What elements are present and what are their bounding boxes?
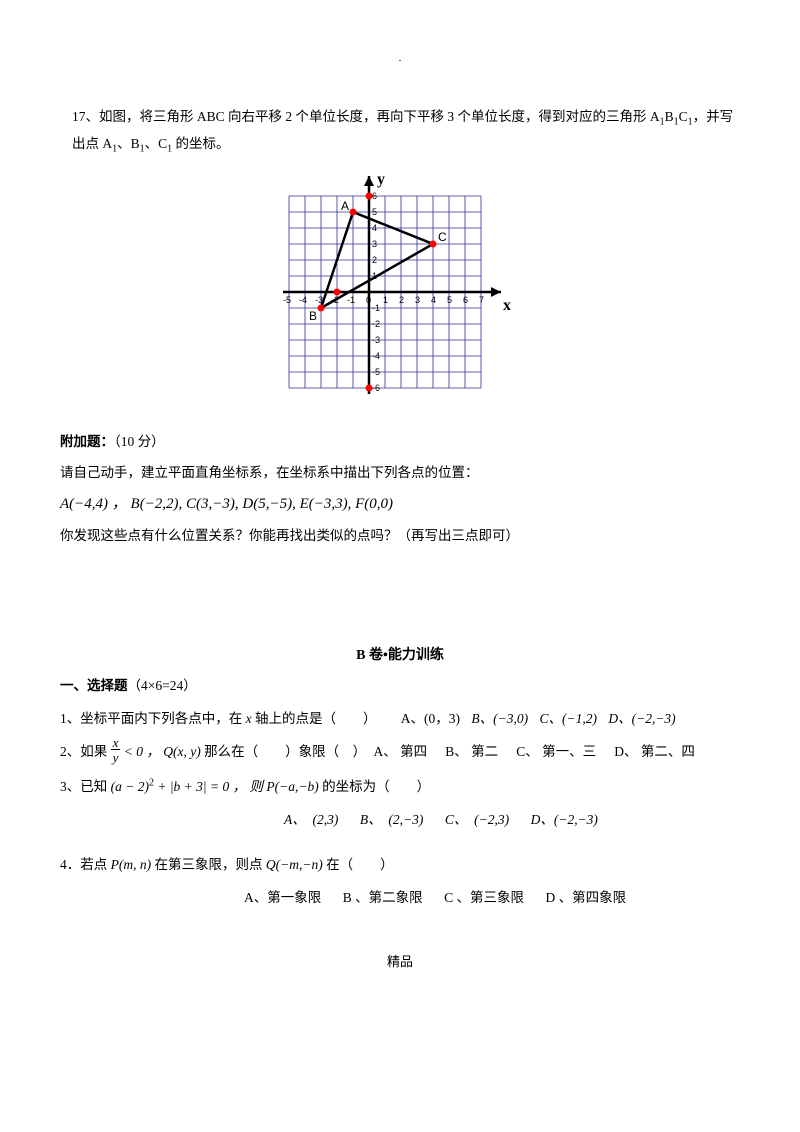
svg-text:5: 5 xyxy=(447,295,452,305)
b3-plus: + |b + 3| = 0 ， 则 xyxy=(154,779,266,794)
b3-opts: A、 (2,3) B、 (2,−3) C、 (−2,3) D、(−2,−3) xyxy=(60,806,740,833)
b2-lt: < 0 ， xyxy=(120,744,163,759)
b-section-title: B 卷•能力训练 xyxy=(60,644,740,664)
svg-text:-1: -1 xyxy=(347,295,355,305)
b3-expr: (a − 2) xyxy=(111,779,149,794)
b1-optB: B、(−3,0) xyxy=(471,711,528,726)
bonus-title-row: 附加题：（10 分） xyxy=(60,430,740,454)
svg-text:y: y xyxy=(377,171,385,188)
q17-graph: xy-5-4-3-2-101234567-6-5-4-3-2-1123456AB… xyxy=(60,166,740,418)
b3-optB: B、 (2,−3) xyxy=(360,812,423,827)
b1-optC: C、(−1,2) xyxy=(539,711,596,726)
svg-text:-5: -5 xyxy=(372,367,380,377)
b1: 1、坐标平面内下列各点中，在 x 轴上的点是（ ） A、(0，3) B、(−3,… xyxy=(60,705,740,732)
svg-text:1: 1 xyxy=(383,295,388,305)
svg-text:6: 6 xyxy=(372,191,377,201)
svg-text:7: 7 xyxy=(479,295,484,305)
b1-b: 轴上的点是（ ） xyxy=(252,711,377,726)
b4-optB: B 、第二象限 xyxy=(343,890,423,905)
coordinate-plane-svg: xy-5-4-3-2-101234567-6-5-4-3-2-1123456AB… xyxy=(259,166,541,418)
svg-text:3: 3 xyxy=(372,239,377,249)
b3: 3、已知 (a − 2)2 + |b + 3| = 0 ， 则 P(−a,−b)… xyxy=(60,773,740,800)
q17-m2: C xyxy=(679,109,688,124)
b2: 2、如果 xy < 0 ， Q(x, y) 那么在（ ）象限（ ） A、 第四 … xyxy=(60,738,740,768)
b4-optD: D 、第四象限 xyxy=(546,890,627,905)
b3-optD: D、(−2,−3) xyxy=(531,812,598,827)
q17-a: 17、如图，将三角形 ABC 向右平移 2 个单位长度，再向下平移 3 个单位长… xyxy=(72,109,660,124)
q17-sep2: 、C xyxy=(145,136,168,151)
svg-text:6: 6 xyxy=(463,295,468,305)
b2-optD: D、 第二、四 xyxy=(614,744,695,759)
mc-header-label: 一、选择题 xyxy=(60,678,128,693)
b2-den: y xyxy=(111,750,121,766)
q17-tail: 的坐标。 xyxy=(172,136,229,151)
b4-Q: Q(−m,−n) xyxy=(266,857,323,872)
svg-text:-6: -6 xyxy=(372,383,380,393)
b3-P: P(−a,−b) xyxy=(266,779,318,794)
b4-c: 在（ ） xyxy=(323,857,394,872)
svg-text:-5: -5 xyxy=(283,295,291,305)
b2-optB: B、 第二 xyxy=(445,744,498,759)
svg-text:4: 4 xyxy=(431,295,436,305)
b4-optA: A、第一象限 xyxy=(244,890,321,905)
svg-text:-3: -3 xyxy=(372,335,380,345)
b4-a: 4．若点 xyxy=(60,857,111,872)
footer-mark: 精品 xyxy=(60,951,740,970)
b1-a: 1、坐标平面内下列各点中，在 xyxy=(60,711,246,726)
b2-optC: C、 第一、三 xyxy=(516,744,596,759)
bonus-line2: 你发现这些点有什么位置关系？你能再找出类似的点吗？（再写出三点即可） xyxy=(60,524,740,548)
b3-optA: A、 (2,3) xyxy=(284,812,338,827)
page-header-dot: . xyxy=(60,50,740,65)
svg-text:B: B xyxy=(309,309,317,323)
svg-text:2: 2 xyxy=(399,295,404,305)
b2-Q: Q(x, y) xyxy=(163,744,200,759)
mc-header-count: （4×6=24） xyxy=(128,678,197,693)
b4-P: P(m, n) xyxy=(111,857,152,872)
bonus-title: 附加题： xyxy=(60,434,114,449)
b2-a: 2、如果 xyxy=(60,744,111,759)
svg-text:-2: -2 xyxy=(372,319,380,329)
bonus-score: （10 分） xyxy=(114,434,165,449)
svg-text:-4: -4 xyxy=(299,295,307,305)
b4: 4．若点 P(m, n) 在第三象限，则点 Q(−m,−n) 在（ ） xyxy=(60,851,740,878)
b4-b: 在第三象限，则点 xyxy=(151,857,266,872)
q17-text: 17、如图，将三角形 ABC 向右平移 2 个单位长度，再向下平移 3 个单位长… xyxy=(60,105,740,158)
b2-num: x xyxy=(111,736,121,750)
q17-m1: B xyxy=(665,109,674,124)
q17-sep1: 、B xyxy=(117,136,140,151)
b3-a: 3、已知 xyxy=(60,779,111,794)
b3-optC: C、 (−2,3) xyxy=(445,812,509,827)
svg-text:4: 4 xyxy=(372,223,377,233)
svg-text:-1: -1 xyxy=(372,303,380,313)
svg-text:C: C xyxy=(438,230,447,244)
svg-text:5: 5 xyxy=(372,207,377,217)
b1-optA: A、(0，3) xyxy=(401,711,460,726)
svg-text:3: 3 xyxy=(415,295,420,305)
b4-optC: C 、第三象限 xyxy=(444,890,524,905)
bonus-points: A(−4,4) ， B(−2,2), C(3,−3), D(5,−5), E(−… xyxy=(60,491,740,518)
svg-text:0: 0 xyxy=(366,295,371,305)
svg-text:2: 2 xyxy=(372,255,377,265)
b2-optA: A、 第四 xyxy=(374,744,428,759)
b1-optD: D、(−2,−3) xyxy=(608,711,675,726)
mc-header: 一、选择题（4×6=24） xyxy=(60,674,740,698)
bonus-line1: 请自己动手，建立平面直角坐标系，在坐标系中描出下列各点的位置： xyxy=(60,461,740,485)
svg-text:-4: -4 xyxy=(372,351,380,361)
b3-b: 的坐标为（ ） xyxy=(319,779,430,794)
b4-opts: A、第一象限 B 、第二象限 C 、第三象限 D 、第四象限 xyxy=(60,884,740,911)
svg-text:x: x xyxy=(503,297,511,314)
b2-frac: xy xyxy=(111,736,121,766)
b2-b: 那么在（ ）象限（ ） xyxy=(201,744,366,759)
svg-text:A: A xyxy=(341,199,349,213)
